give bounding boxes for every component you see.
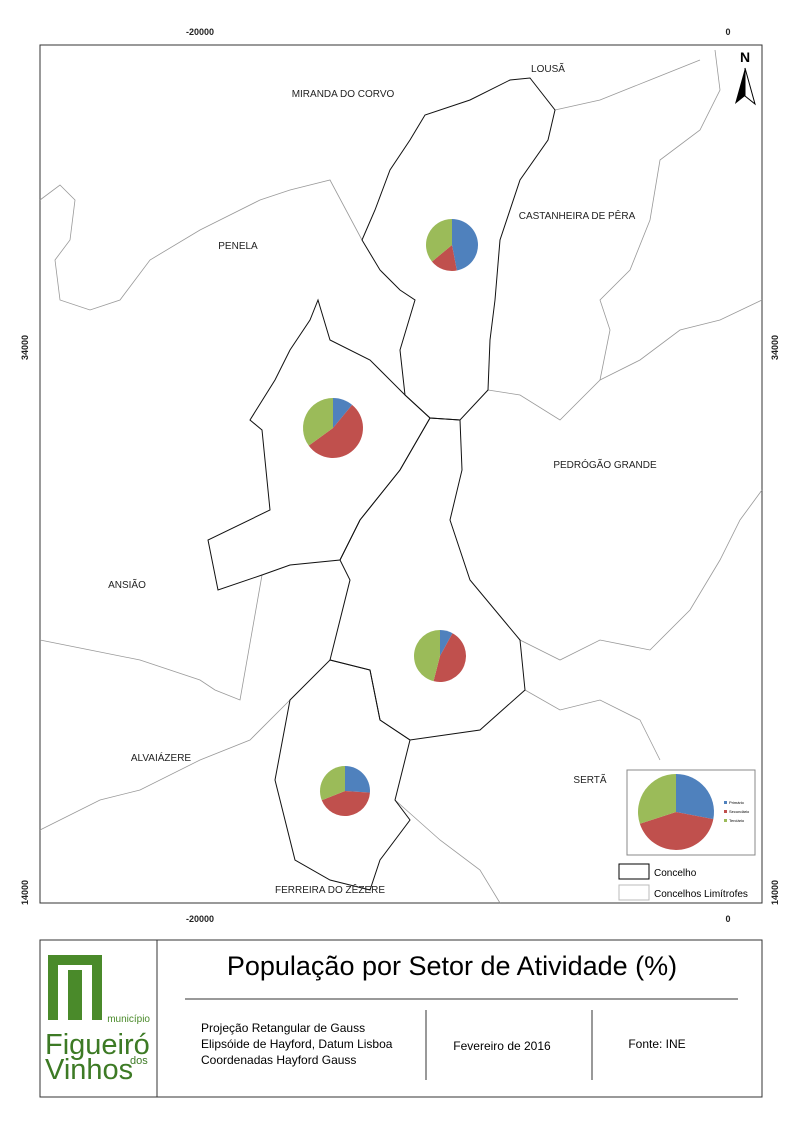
coord-label: 34000 <box>770 335 780 360</box>
legend-label: Primário <box>729 800 745 805</box>
pie-slice <box>639 812 714 850</box>
legend-label: Concelho <box>654 868 697 879</box>
pie-slice <box>413 630 440 682</box>
place-label: ANSIÃO <box>108 578 146 591</box>
place-label: LOUSÃ <box>531 62 565 75</box>
north-arrow: N <box>735 49 756 106</box>
pie <box>425 219 478 272</box>
logo-text: Figueiró <box>45 1029 150 1061</box>
coord-label: 34000 <box>20 335 30 360</box>
pie <box>637 774 714 850</box>
pie-slice <box>452 219 478 271</box>
footer-frame <box>39 939 763 1098</box>
legend-swatch <box>724 810 727 813</box>
legend-swatch <box>618 884 650 901</box>
pie-slice <box>433 633 467 683</box>
place-label: SERTÃ <box>573 773 606 786</box>
logo-text: município <box>107 1014 150 1025</box>
place-label: MIRANDA DO CORVO <box>292 89 395 100</box>
pie-slice <box>308 404 364 459</box>
pie-slice <box>345 766 370 793</box>
map-frame <box>39 44 763 904</box>
pie <box>413 630 467 683</box>
north-label: N <box>740 49 750 65</box>
place-label: PEDRÓGÃO GRANDE <box>553 458 657 471</box>
coord-label: -20000 <box>186 914 214 924</box>
legend-label: Secundário <box>729 809 750 814</box>
legend-swatch <box>724 819 727 822</box>
coord-label: 0 <box>725 914 730 924</box>
pie-slice <box>637 774 676 824</box>
pie-slice <box>319 766 345 801</box>
pie <box>319 766 370 816</box>
footer-title: População por Setor de Atividade (%) <box>227 951 677 981</box>
logo: município Figueiró dos Vinhos <box>45 955 150 1086</box>
pie-slice <box>321 791 370 816</box>
pie-slice <box>425 219 452 262</box>
projection: Coordenadas Hayford Gauss <box>201 1053 356 1067</box>
source: Fonte: INE <box>628 1037 685 1051</box>
projection: Projeção Retangular de Gauss <box>201 1021 365 1035</box>
projection: Elipsóide de Hayford, Datum Lisboa <box>201 1037 393 1051</box>
legend-swatch <box>724 801 727 804</box>
coord-label: 14000 <box>20 880 30 905</box>
coord-label: 14000 <box>770 880 780 905</box>
legend-label: Terciário <box>729 818 745 823</box>
logo-text: dos <box>130 1055 148 1067</box>
pie-slice <box>431 245 457 272</box>
place-label: ALVAIÁZERE <box>131 751 192 764</box>
legend-sectors: Primário Secundário Terciário <box>724 800 750 823</box>
pie-slice <box>676 774 714 820</box>
place-label: CASTANHEIRA DE PÊRA <box>519 209 636 222</box>
place-label: PENELA <box>218 241 258 252</box>
neighbor-borders <box>39 49 763 904</box>
legend-swatch <box>618 863 650 880</box>
coord-label: -20000 <box>186 27 214 37</box>
logo-text: Vinhos <box>45 1054 133 1086</box>
parish-borders <box>207 77 556 891</box>
pie-slice <box>333 398 353 428</box>
pie-slice <box>303 398 333 446</box>
date: Fevereiro de 2016 <box>453 1039 551 1053</box>
pie <box>303 398 364 459</box>
pie-slice <box>440 630 453 656</box>
coord-label: 0 <box>725 27 730 37</box>
place-label: FERREIRA DO ZÊZERE <box>275 883 385 896</box>
legend-label: Concelhos Limítrofes <box>654 889 748 900</box>
